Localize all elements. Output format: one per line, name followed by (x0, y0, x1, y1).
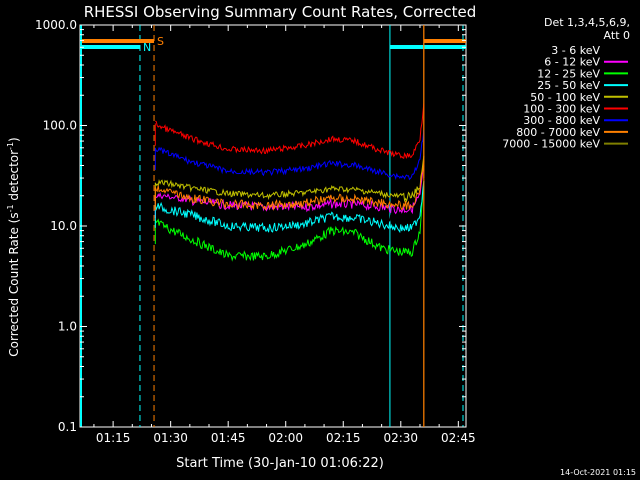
legend-label: 7000 - 15000 keV (502, 138, 600, 151)
footer-date: 14-Oct-2021 01:15 (560, 468, 636, 477)
y-axis-label-sup2: -1 (6, 142, 15, 150)
y-tick-label: 0.1 (58, 420, 77, 434)
series-line (155, 177, 425, 226)
legend-label: 300 - 800 keV (523, 114, 600, 127)
y-axis-label-main: Corrected Count Rate (s (7, 212, 21, 356)
legend-label: 50 - 100 keV (530, 91, 600, 104)
y-tick-label: 1000.0 (35, 18, 77, 32)
legend-header-line1: Det 1,3,4,5,6,9, (544, 16, 630, 29)
y-tick-label: 1.0 (58, 320, 77, 334)
y-axis-label-end: ) (7, 137, 21, 142)
legend-label: 6 - 12 keV (544, 56, 600, 69)
y-axis-label-mid: detector (7, 150, 21, 205)
series-line (154, 155, 425, 203)
y-tick-label: 100.0 (43, 119, 77, 133)
x-tick-label: 01:30 (153, 431, 188, 445)
x-tick-label: 01:15 (96, 431, 131, 445)
chart-title: RHESSI Observing Summary Count Rates, Co… (84, 3, 477, 21)
legend-label: 25 - 50 keV (537, 79, 600, 92)
legend-header-line2: Att 0 (604, 29, 630, 42)
y-tick-label: 10.0 (50, 219, 77, 233)
series-line (155, 103, 425, 159)
x-tick-label: 02:00 (268, 431, 303, 445)
flag-label-S: S (157, 35, 164, 48)
legend-label: 3 - 6 keV (551, 44, 600, 57)
series-line (154, 185, 425, 262)
legend-label: 800 - 7000 keV (516, 126, 600, 139)
legend-label: 12 - 25 keV (537, 67, 600, 80)
legend-label: 100 - 300 keV (523, 103, 600, 116)
y-axis-label: Corrected Count Rate (s-1 detector-1) (6, 137, 21, 356)
series-line (154, 160, 425, 211)
x-axis-ticks: 01:15 01:30 01:45 02:00 02:15 02:30 02:45 (93, 25, 476, 445)
series-line (154, 181, 425, 234)
y-axis-ticks: 0.1 1.0 10.0 100.0 1000.0 (35, 18, 466, 434)
flag-label-N: N (143, 41, 151, 54)
x-tick-label: 02:30 (383, 431, 418, 445)
y-axis-label-sup1: -1 (6, 204, 15, 212)
series-line (154, 130, 425, 181)
x-axis-label: Start Time (30-Jan-10 01:06:22) (176, 456, 384, 471)
x-tick-label: 02:45 (441, 431, 476, 445)
x-tick-label: 01:45 (211, 431, 246, 445)
x-tick-label: 02:15 (326, 431, 361, 445)
